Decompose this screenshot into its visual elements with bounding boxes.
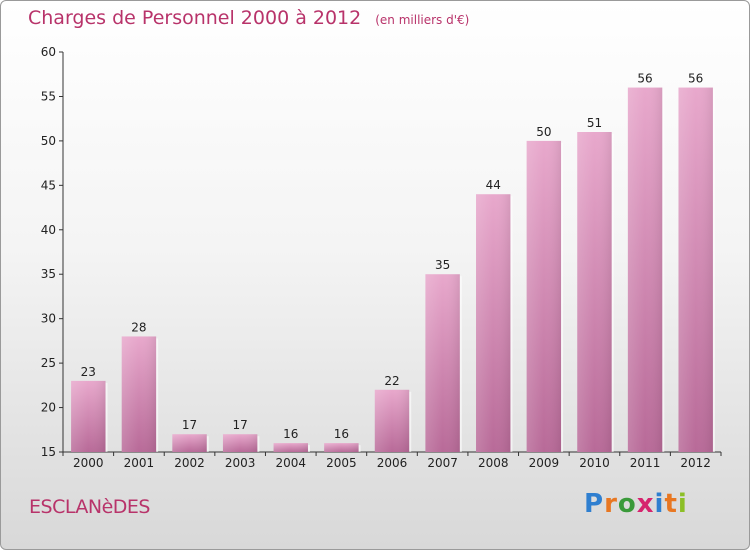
data-label: 56 bbox=[637, 72, 652, 86]
proxiti-logo: Proxiti bbox=[584, 489, 688, 519]
data-label: 28 bbox=[131, 320, 146, 334]
x-tick-label: 2009 bbox=[529, 456, 560, 470]
x-tick-label: 2011 bbox=[630, 456, 661, 470]
y-tick-label: 45 bbox=[41, 178, 56, 192]
data-label: 51 bbox=[587, 116, 602, 130]
logo-letter: x bbox=[636, 489, 655, 519]
x-tick-label: 2012 bbox=[680, 456, 711, 470]
y-tick-label: 30 bbox=[41, 312, 56, 326]
logo-letter: o bbox=[617, 489, 637, 519]
x-tick-label: 2007 bbox=[427, 456, 458, 470]
x-tick-label: 2006 bbox=[377, 456, 408, 470]
logo-letter: i bbox=[654, 489, 665, 519]
x-tick-label: 2001 bbox=[124, 456, 155, 470]
data-label: 50 bbox=[536, 125, 551, 139]
data-label: 17 bbox=[182, 418, 197, 432]
y-tick-label: 60 bbox=[41, 45, 56, 59]
bar-highlight bbox=[577, 132, 612, 452]
y-tick-label: 50 bbox=[41, 134, 56, 148]
bar-highlight bbox=[374, 389, 410, 452]
bar-highlight bbox=[627, 87, 663, 453]
logo-letter: t bbox=[664, 489, 678, 519]
y-tick-label: 20 bbox=[41, 401, 56, 415]
data-label: 22 bbox=[384, 374, 399, 388]
y-tick-label: 40 bbox=[41, 223, 56, 237]
x-tick-label: 2000 bbox=[73, 456, 104, 470]
bar-highlight bbox=[425, 274, 460, 452]
chart-title: Charges de Personnel 2000 à 2012 (en mill… bbox=[28, 7, 469, 29]
data-label: 56 bbox=[688, 72, 703, 86]
x-tick-label: 2004 bbox=[275, 456, 306, 470]
x-tick-label: 2005 bbox=[326, 456, 357, 470]
y-tick-label: 35 bbox=[41, 267, 56, 281]
bar-highlight bbox=[172, 434, 207, 452]
bar-highlight bbox=[324, 443, 359, 452]
bar-highlight bbox=[526, 140, 562, 452]
data-label: 16 bbox=[334, 427, 349, 441]
y-tick-label: 25 bbox=[41, 356, 56, 370]
data-label: 23 bbox=[81, 365, 96, 379]
bar-highlight bbox=[121, 336, 157, 452]
chart-subtitle: (en milliers d'€) bbox=[375, 13, 470, 27]
bar-highlight bbox=[678, 87, 713, 453]
bar-highlight bbox=[71, 380, 106, 452]
x-tick-label: 2002 bbox=[174, 456, 205, 470]
y-tick-label: 55 bbox=[41, 89, 56, 103]
bar-highlight bbox=[273, 443, 308, 452]
bar-highlight bbox=[222, 434, 258, 452]
commune-name: ESCLANèDES bbox=[29, 496, 150, 518]
x-tick-label: 2003 bbox=[225, 456, 256, 470]
logo-letter: P bbox=[584, 489, 605, 519]
bar-highlight bbox=[476, 194, 511, 452]
data-label: 35 bbox=[435, 258, 450, 272]
x-tick-label: 2008 bbox=[478, 456, 509, 470]
logo-letter: i bbox=[677, 489, 688, 519]
data-label: 17 bbox=[233, 418, 248, 432]
data-label: 44 bbox=[486, 178, 501, 192]
data-label: 16 bbox=[283, 427, 298, 441]
logo-letter: r bbox=[604, 489, 618, 519]
bars: 23 28 17 17 16 16 22 35 44 50 51 56 56 bbox=[71, 72, 715, 453]
x-tick-label: 2010 bbox=[579, 456, 610, 470]
chart-title-text: Charges de Personnel 2000 à 2012 bbox=[28, 7, 362, 29]
y-tick-label: 15 bbox=[41, 445, 56, 459]
